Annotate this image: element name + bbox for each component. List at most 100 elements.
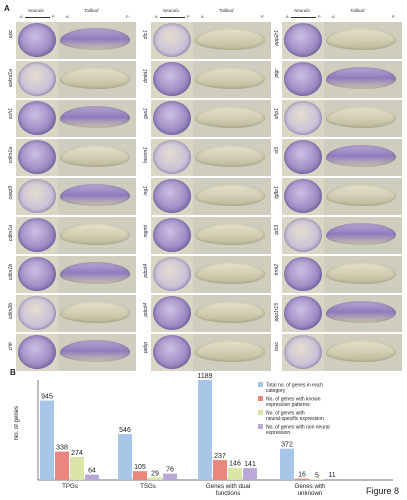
legend-swatch (258, 396, 263, 401)
gene-row: gas1 (143, 100, 273, 137)
tailbud-embryo-image (326, 145, 396, 167)
tailbud-embryo-image (60, 106, 130, 128)
gene-row: cdkn1b (8, 256, 138, 293)
gene-row: tgfbr1 (274, 178, 404, 215)
neurula-embryo-image (18, 101, 56, 135)
bar (243, 468, 257, 480)
legend-entry: expression (266, 430, 290, 436)
tailbud-embryo-image (60, 223, 130, 245)
tailbud-embryo-image (195, 301, 265, 323)
tailbud-embryo-image (60, 184, 130, 206)
gene-row: dmbt1 (143, 61, 273, 98)
bar (85, 474, 99, 480)
posterior-label: P (126, 14, 129, 19)
bar (148, 477, 162, 480)
gene-row: pdcd4 (143, 256, 273, 293)
neurula-embryo-image (153, 257, 191, 291)
data-label: 1189 (197, 373, 212, 380)
neurula-embryo-image (153, 335, 191, 369)
tailbud-embryo-image (326, 184, 396, 206)
neurula-embryo-image (284, 101, 322, 135)
neurula-embryo-image (153, 218, 191, 252)
legend-entry: No. of genes with non neural (266, 425, 330, 431)
gene-row: cdkn1a (8, 217, 138, 254)
gene-row: ppp1r15 (274, 295, 404, 332)
bar (280, 448, 294, 480)
tailbud-embryo-image (326, 28, 396, 50)
gene-row: ing1 (143, 178, 273, 215)
bar (40, 400, 54, 480)
tailbud-embryo-image (60, 145, 130, 167)
gene-row: st5 (274, 139, 404, 176)
data-label: 372 (281, 442, 293, 449)
tailbud-embryo-image (195, 67, 265, 89)
category-label: TSGs (140, 483, 156, 490)
gene-row: epc (8, 22, 138, 59)
figure-label: Figure 8 (365, 486, 399, 496)
data-label: 546 (119, 427, 131, 434)
gene-row: ezh1 (8, 100, 138, 137)
tailbud-embryo-image (326, 223, 396, 245)
category-label: Genes with (295, 483, 327, 490)
tailbud-header: Tailbud (84, 8, 99, 13)
data-label: 338 (56, 445, 68, 452)
gene-row: dlc1 (143, 22, 273, 59)
tailbud-embryo-image (195, 28, 265, 50)
neurula-embryo-image (153, 179, 191, 213)
neurula-embryo-image (153, 62, 191, 96)
bar (70, 456, 84, 480)
gene-row: tssc (274, 334, 404, 371)
legend-entry: No. of genes with (266, 411, 305, 417)
neurula-embryo-image (284, 23, 322, 57)
tailbud-embryo-image (60, 28, 130, 50)
data-label: 945 (41, 394, 53, 401)
tailbud-header: Tailbud (219, 8, 234, 13)
neurula-header: Neurula (163, 8, 179, 13)
posterior-label: P (261, 14, 264, 19)
tailbud-embryo-image (195, 223, 265, 245)
axis-arrow (160, 16, 185, 18)
posterior-label: P (187, 14, 190, 19)
gene-row: sfrp1 (274, 100, 404, 137)
tailbud-embryo-image (60, 262, 130, 284)
posterior-label: P (318, 14, 321, 19)
data-label: 274 (71, 450, 83, 457)
tailbud-embryo-image (326, 106, 396, 128)
data-label: 11 (328, 472, 335, 479)
legend-entry: neural-specific expression (266, 416, 324, 422)
gene-row: mgmt (143, 217, 273, 254)
data-label: 105 (134, 464, 146, 471)
bar (198, 380, 212, 480)
neurula-embryo-image (18, 257, 56, 291)
neurula-embryo-image (153, 23, 191, 57)
anterior-label: A (66, 14, 69, 19)
legend-entry: expression patterns (266, 402, 310, 408)
neurula-embryo-image (18, 335, 56, 369)
tailbud-embryo-image (195, 106, 265, 128)
bar (295, 478, 309, 480)
tailbud-embryo-image (326, 67, 396, 89)
neurula-embryo-image (153, 101, 191, 135)
neurula-header: Neurula (294, 8, 310, 13)
gene-row: pebp (143, 334, 273, 371)
axis-arrow (25, 16, 50, 18)
legend-entry: Total no. of genes in each (266, 383, 323, 389)
posterior-label: P (52, 14, 55, 19)
category-label: functions (216, 490, 241, 496)
tailbud-header: Tailbud (350, 8, 365, 13)
tailbud-embryo-image (326, 340, 396, 362)
gene-row: hexim1 (143, 139, 273, 176)
legend-swatch (258, 424, 263, 429)
anterior-label: A (155, 14, 158, 19)
data-label: 16 (298, 472, 306, 479)
bar (228, 467, 242, 480)
neurula-embryo-image (284, 218, 322, 252)
category-label: TPGs (62, 483, 78, 490)
tailbud-embryo-image (195, 184, 265, 206)
anterior-label: A (332, 14, 335, 19)
neurula-embryo-image (18, 179, 56, 213)
